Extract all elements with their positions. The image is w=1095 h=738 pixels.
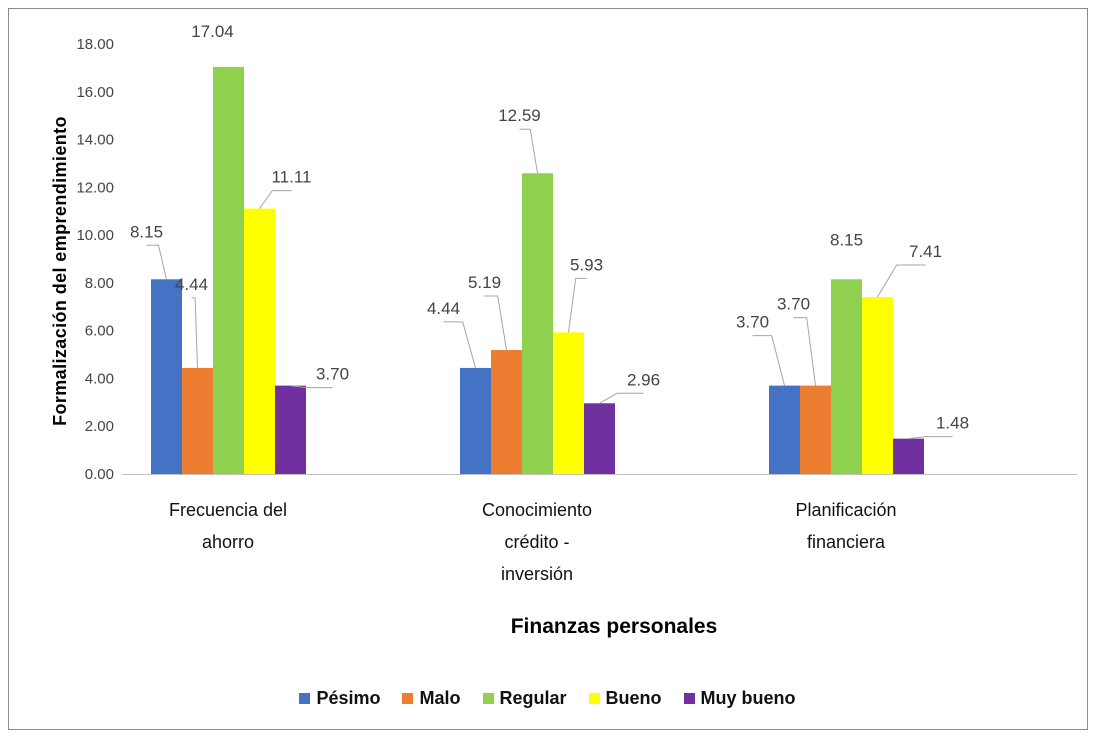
bar [522,173,553,474]
data-label: 11.11 [271,168,311,187]
legend-item: Pésimo [299,688,380,709]
legend-label: Regular [499,688,567,708]
legend-item: Bueno [588,688,662,709]
legend-swatch [299,693,311,704]
category-label: Conocimiento [482,500,592,520]
bar [831,279,862,474]
leader-line [752,335,785,386]
data-label: 2.96 [627,370,660,389]
y-tick-label: 10.00 [76,227,114,244]
category-label: ahorro [202,532,254,552]
data-label: 3.70 [316,365,349,384]
y-axis-ticks: 0.00 2.00 4.00 6.00 8.00 10.00 12.00 14.00 16.00… [76,36,114,483]
data-label: 8.15 [130,222,163,241]
data-label: 3.70 [736,313,769,332]
leader-line [259,190,292,209]
data-label: 4.44 [175,275,208,294]
y-tick-label: 4.00 [85,370,114,387]
leader-line [877,264,926,298]
leader-line [443,321,476,369]
data-labels-group: 8.15 4.44 17.04 11.11 3.70 4.44 5.19 12.59 5.93 2… [130,22,969,433]
leader-line [908,436,953,440]
data-label: 7.41 [909,242,942,261]
leader-line [146,244,167,280]
legend-item: Regular [482,688,567,709]
legend-label: Malo [419,688,461,708]
legend: Pésimo Malo Regular Bueno Muy bueno [0,688,1095,709]
legend-swatch [482,693,494,704]
bar [553,332,584,474]
y-tick-label: 14.00 [76,132,114,149]
y-tick-label: 18.00 [76,36,114,53]
bar [893,438,924,474]
data-label: 8.15 [830,230,863,249]
legend-label: Muy bueno [700,688,796,708]
y-tick-label: 12.00 [76,179,114,196]
legend-item: Malo [402,688,461,709]
y-tick-label: 2.00 [85,418,114,435]
leader-line [599,392,644,404]
data-label: 17.04 [191,22,234,41]
category-label: financiera [807,532,886,552]
leader-line [519,128,538,174]
bar [584,403,615,474]
legend-swatch [402,693,414,704]
bar [151,279,182,474]
bars-group [151,66,924,474]
bar [275,385,306,474]
bar [213,66,244,474]
leader-line [191,297,198,368]
y-tick-label: 16.00 [76,84,114,101]
leader-lines-group [146,128,953,440]
category-label: Frecuencia del [169,500,287,520]
y-axis-title: Formalización del emprendimiento [50,116,70,426]
bar [491,350,522,474]
bar [244,208,275,474]
leader-line [568,277,587,333]
leader-line [793,317,816,386]
x-axis-title: Finanzas personales [511,615,718,638]
legend-label: Pésimo [316,688,381,708]
leader-line [290,385,333,389]
y-tick-label: 8.00 [85,275,114,292]
bar [460,367,491,474]
legend-swatch [588,693,600,704]
legend-swatch [683,693,695,704]
bar [862,296,893,474]
data-label: 12.59 [498,106,541,125]
data-label: 5.19 [468,273,501,292]
bar [800,385,831,474]
category-label: inversión [501,564,573,584]
y-tick-label: 6.00 [85,323,114,340]
data-label: 1.48 [936,414,969,433]
y-tick-label: 0.00 [85,466,114,483]
data-label: 4.44 [427,299,460,318]
data-label: 5.93 [570,255,603,274]
y-axis-title-group: Formalización del emprendimiento [50,116,70,426]
legend-label: Bueno [605,688,662,708]
bar [182,367,213,474]
data-label: 3.70 [777,295,810,314]
bar [769,385,800,474]
leader-line [484,295,507,351]
legend-item: Muy bueno [683,688,796,709]
category-label: Planificación [795,500,896,520]
category-label: crédito - [504,532,569,552]
category-labels-group: Frecuencia del ahorro Conocimiento crédito … [169,500,897,584]
